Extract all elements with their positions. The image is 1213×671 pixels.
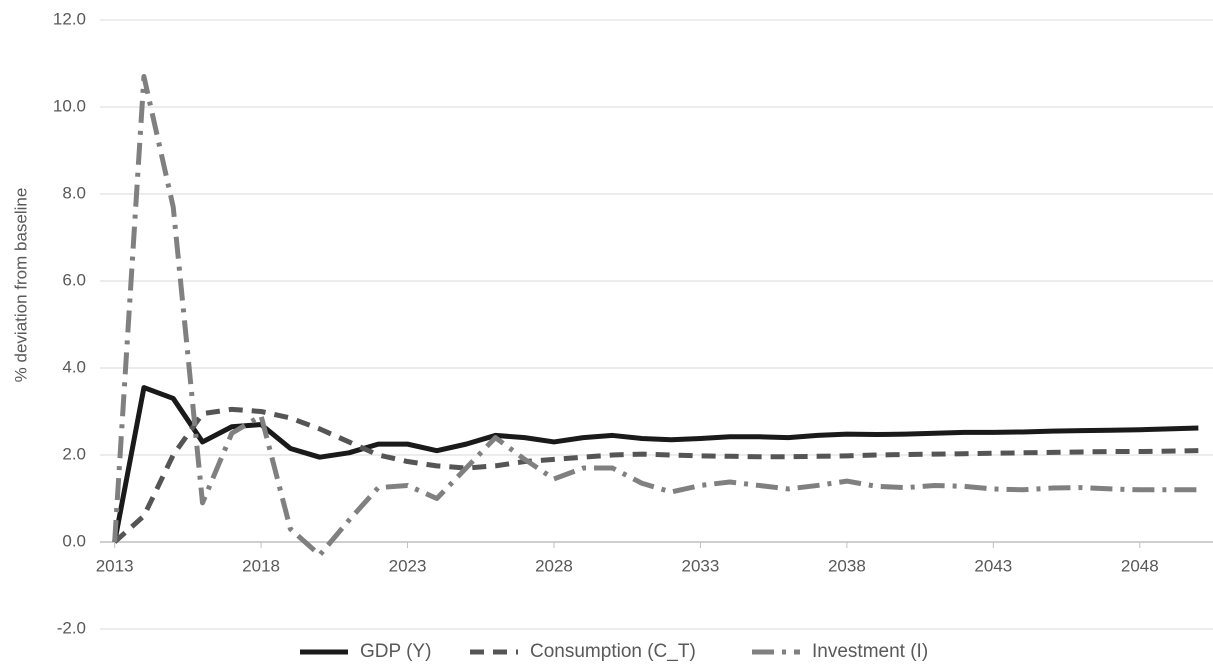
x-tick-label: 2028 (535, 556, 573, 575)
legend-label: Consumption (C_T) (530, 641, 696, 662)
y-tick-label: 12.0 (53, 9, 86, 28)
x-tick-label: 2023 (389, 556, 427, 575)
legend-label: Investment (I) (812, 641, 928, 662)
y-axis-label: % deviation from baseline (11, 188, 30, 383)
y-tick-label: -2.0 (57, 618, 86, 637)
legend-label: GDP (Y) (360, 641, 431, 662)
series-line (112, 406, 1199, 544)
x-tick-label: 2033 (682, 556, 720, 575)
x-tick-label: 2013 (96, 556, 134, 575)
x-tick-label: 2018 (242, 556, 280, 575)
x-tick-label: 2048 (1121, 556, 1159, 575)
series-line (112, 74, 1199, 558)
y-tick-label: 2.0 (62, 444, 86, 463)
series-line (112, 385, 1199, 543)
y-tick-label: 8.0 (62, 183, 86, 202)
y-tick-label: 6.0 (62, 270, 86, 289)
x-tick-label: 2038 (828, 556, 866, 575)
y-tick-label: 4.0 (62, 357, 86, 376)
x-tick-label: 2043 (974, 556, 1012, 575)
y-tick-label: 0.0 (62, 531, 86, 550)
y-tick-label: 10.0 (53, 96, 86, 115)
